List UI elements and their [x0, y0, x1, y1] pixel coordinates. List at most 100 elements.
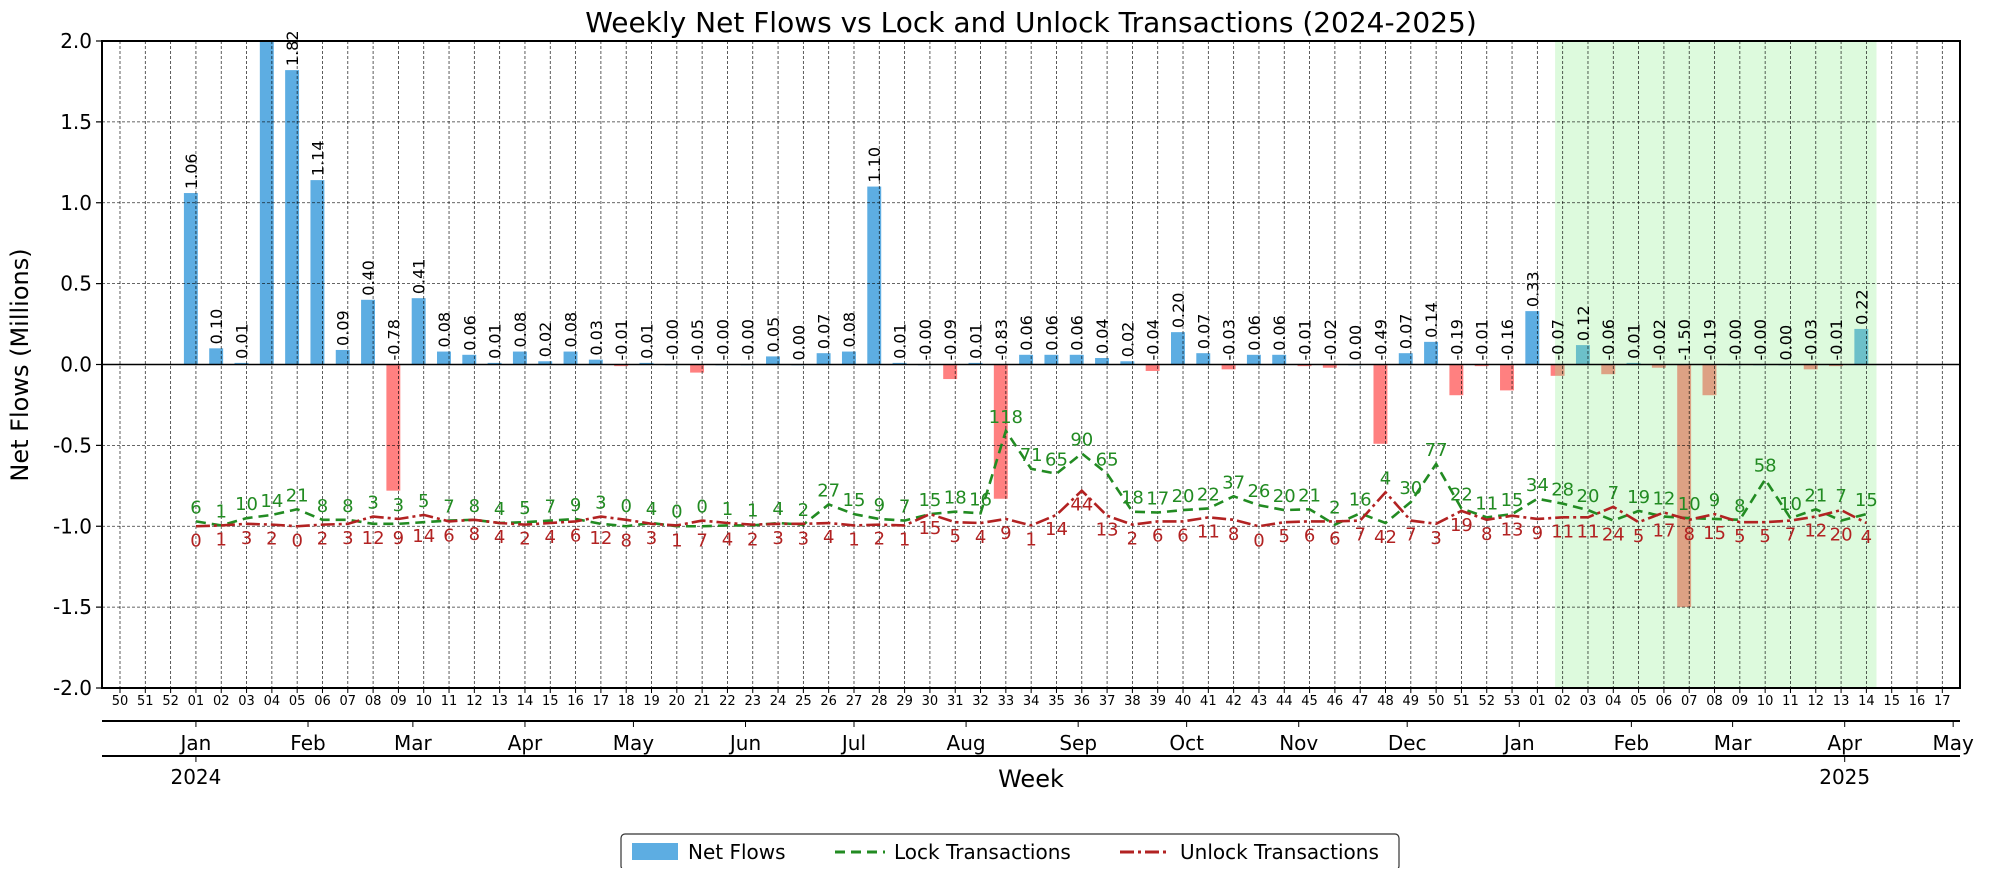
unlock-value-label: 11: [1197, 521, 1220, 542]
y-tick-label: 2.0: [60, 29, 92, 53]
week-tick-label: 01: [1529, 694, 1546, 709]
week-tick-label: 34: [1023, 694, 1040, 709]
unlock-value-label: 14: [1045, 519, 1068, 540]
week-tick-label: 23: [744, 694, 761, 709]
lock-value-label: 21: [1804, 485, 1827, 506]
month-label: Apr: [508, 731, 543, 755]
week-tick-label: 16: [567, 694, 584, 709]
unlock-value-label: 3: [646, 528, 657, 549]
net-flow-bar: [1449, 365, 1463, 396]
y-tick-label: 1.0: [60, 191, 92, 215]
week-tick-label: 29: [896, 694, 913, 709]
week-tick-label: 36: [1074, 694, 1091, 709]
unlock-value-label: 1: [1025, 529, 1036, 550]
net-flow-label: 0.01: [966, 323, 985, 359]
lock-value-label: 3: [595, 493, 606, 514]
month-label: May: [613, 731, 655, 755]
lock-value-label: 4: [772, 499, 783, 520]
lock-value-label: 4: [646, 499, 657, 520]
week-tick-label: 07: [1681, 694, 1698, 709]
week-tick-label: 46: [1327, 694, 1344, 709]
net-flow-label: -0.06: [1599, 319, 1618, 360]
week-tick-label: 37: [1099, 694, 1116, 709]
week-tick-label: 25: [795, 694, 812, 709]
unlock-value-label: 13: [1501, 520, 1524, 541]
net-flow-label: 0.07: [815, 314, 834, 350]
unlock-value-label: 7: [1405, 525, 1416, 546]
unlock-value-label: 8: [469, 524, 480, 545]
net-flow-label: 0.08: [840, 312, 859, 348]
net-flow-label: 0.01: [637, 323, 656, 359]
week-tick-label: 39: [1149, 694, 1166, 709]
net-flow-label: 0.22: [1852, 289, 1871, 325]
net-flow-label: 0.06: [1042, 315, 1061, 351]
net-flow-label: 0.02: [1118, 322, 1137, 358]
lock-value-label: 6: [190, 497, 201, 518]
week-tick-label: 42: [1225, 694, 1242, 709]
lock-value-label: 58: [1754, 455, 1777, 476]
lock-value-label: 9: [570, 495, 581, 516]
week-tick-label: 06: [1656, 694, 1673, 709]
week-tick-label: 47: [1352, 694, 1369, 709]
unlock-value-label: 6: [443, 525, 454, 546]
week-tick-label: 08: [365, 694, 382, 709]
y-tick-label: -1.5: [53, 595, 92, 619]
week-tick-label: 48: [1377, 694, 1394, 709]
lock-value-label: 8: [317, 496, 328, 517]
y-tick-label: 1.5: [60, 110, 92, 134]
lock-value-label: 17: [1146, 489, 1169, 510]
week-tick-label: 45: [1301, 694, 1318, 709]
lock-value-label: 15: [1855, 490, 1878, 511]
net-flow-label: -0.19: [1447, 319, 1466, 360]
lock-value-label: 118: [989, 407, 1023, 428]
y-tick-label: -2.0: [53, 676, 92, 700]
lock-value-label: 34: [1526, 475, 1549, 496]
unlock-value-label: 3: [1430, 528, 1441, 549]
net-flow-label: 0.09: [334, 310, 353, 346]
unlock-value-label: 2: [317, 529, 328, 550]
lock-value-label: 8: [1734, 496, 1745, 517]
week-tick-label: 52: [1478, 694, 1495, 709]
lock-value-label: 10: [1678, 494, 1701, 515]
net-flow-label: -0.02: [1650, 319, 1669, 360]
net-flow-label: 0.08: [511, 312, 530, 348]
lock-value-label: 71: [1020, 445, 1043, 466]
week-tick-label: 13: [491, 694, 508, 709]
unlock-value-label: 6: [1304, 525, 1315, 546]
week-tick-label: 10: [1757, 694, 1774, 709]
week-tick-label: 04: [1605, 694, 1622, 709]
legend-label-net-flows: Net Flows: [688, 840, 786, 864]
lock-value-label: 20: [1172, 486, 1195, 507]
lock-value-label: 15: [918, 490, 941, 511]
week-tick-label: 38: [1124, 694, 1141, 709]
unlock-value-label: 3: [772, 528, 783, 549]
net-flow-label: 0.07: [1397, 314, 1416, 350]
lock-value-label: 3: [393, 495, 404, 516]
week-tick-label: 05: [1630, 694, 1647, 709]
net-flow-label: -0.09: [941, 319, 960, 360]
net-flow-label: 0.03: [587, 320, 606, 356]
lock-value-label: 5: [519, 498, 530, 519]
week-tick-label: 09: [1732, 694, 1749, 709]
lock-value-label: 77: [1425, 440, 1448, 461]
net-flow-label: 0.14: [1422, 302, 1441, 338]
week-tick-label: 50: [1428, 694, 1445, 709]
unlock-value-label: 14: [412, 526, 435, 547]
net-flow-label: -0.05: [688, 319, 707, 360]
net-flow-label: -0.83: [992, 319, 1011, 360]
unlock-value-label: 12: [1804, 521, 1827, 542]
week-tick-label: 32: [972, 694, 989, 709]
unlock-value-label: 4: [545, 527, 556, 548]
lock-value-label: 18: [944, 488, 967, 509]
unlock-value-label: 13: [1096, 520, 1119, 541]
unlock-value-label: 3: [342, 528, 353, 549]
x-axis-label: Week: [998, 765, 1064, 793]
net-flow-label: -0.00: [916, 319, 935, 360]
week-tick-label: 10: [415, 694, 432, 709]
legend-label-unlock: Unlock Transactions: [1180, 840, 1379, 864]
month-label: Oct: [1169, 731, 1204, 755]
net-flow-label: 0.00: [1776, 325, 1795, 361]
month-label: Aug: [947, 731, 986, 755]
lock-value-label: 1: [722, 499, 733, 520]
